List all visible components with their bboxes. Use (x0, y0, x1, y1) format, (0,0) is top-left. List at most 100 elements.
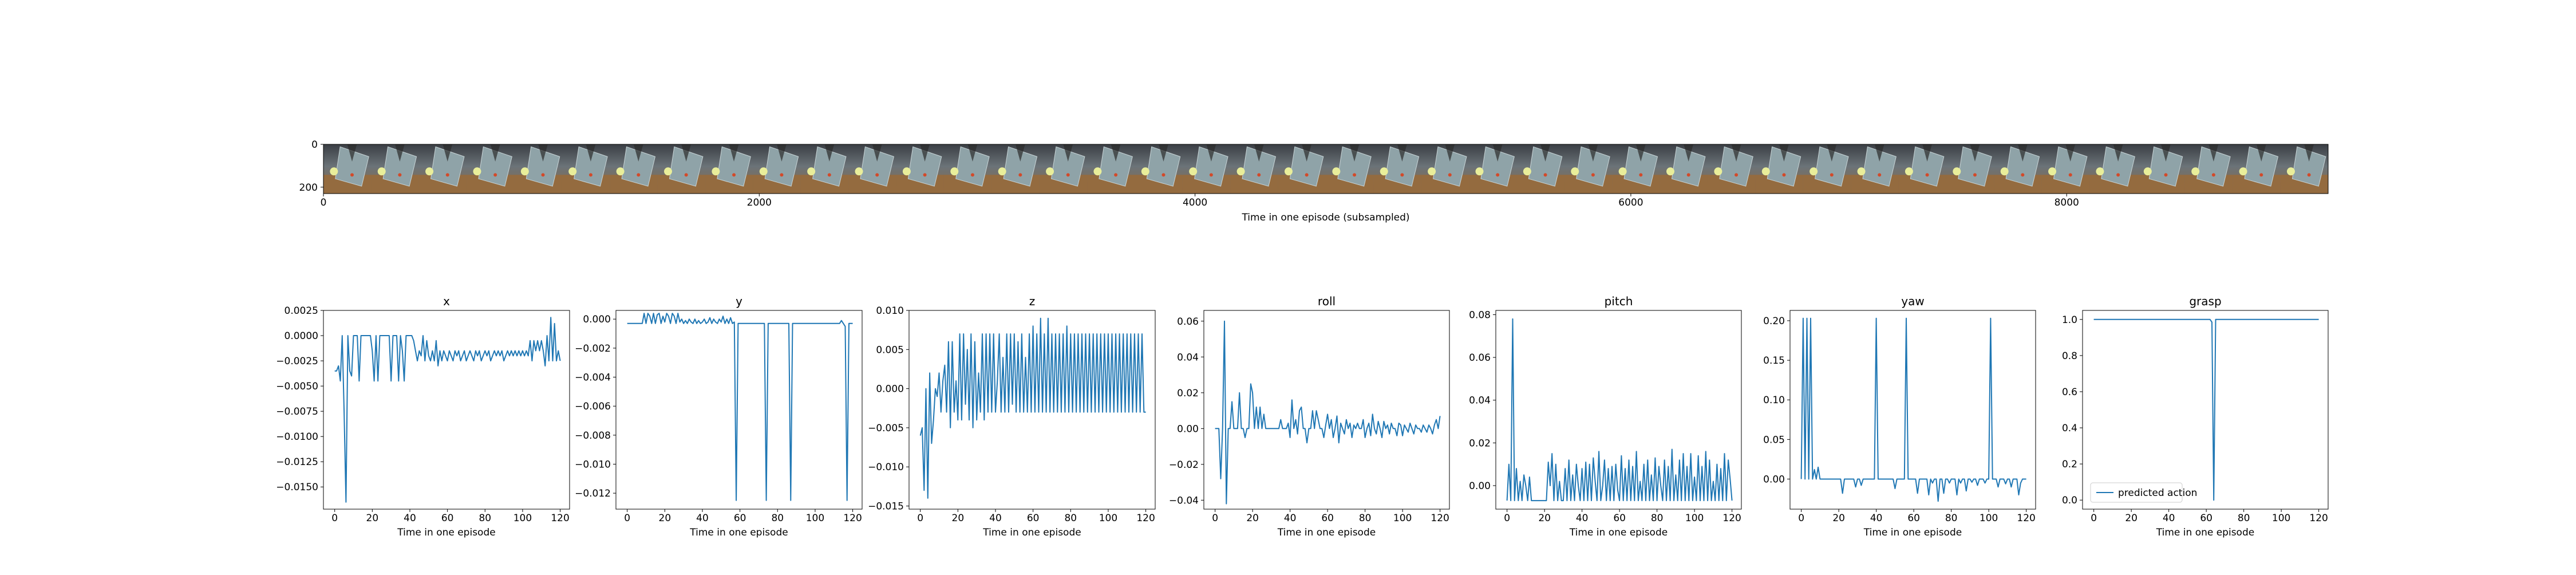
y-tick-label: −0.0050 (276, 381, 318, 392)
x-axis-label: Time in one episode (2156, 527, 2254, 538)
frame-marker (1353, 173, 1357, 177)
strip-x-tick-label: 0 (321, 197, 327, 208)
x-tick-label: 80 (1064, 513, 1077, 524)
y-tick-label: 0.000 (876, 384, 904, 395)
frame-marker (493, 173, 497, 177)
y-tick-label: 0.8 (2062, 350, 2077, 362)
image-frame (1230, 144, 1279, 194)
frame-marker (780, 173, 784, 177)
image-frame (467, 144, 515, 194)
frame-object (2191, 167, 2200, 176)
x-axis-label: Time in one episode (982, 527, 1081, 538)
x-axis-label: Time in one episode (397, 527, 495, 538)
frame-gripper (2018, 144, 2028, 162)
frame-bin (1958, 146, 1992, 187)
y-tick-label: 0.15 (1763, 355, 1785, 367)
image-frame (418, 144, 467, 194)
frame-marker (2021, 173, 2025, 177)
image-frame (514, 144, 563, 194)
image-frame (1182, 144, 1231, 194)
frame-bin (430, 146, 465, 187)
series-line (334, 317, 561, 503)
frame-marker (923, 173, 927, 177)
image-frame (2280, 144, 2329, 194)
frame-marker (588, 173, 592, 177)
x-tick-label: 60 (2200, 513, 2212, 524)
frame-object (807, 167, 816, 176)
strip-x-tick-label: 6000 (1618, 197, 1643, 208)
image-frame (705, 144, 753, 194)
frame-bin (1385, 146, 1420, 187)
plot-area (2082, 310, 2329, 510)
frame-bin (764, 146, 799, 187)
chart-panel-grasp: 0 20 40 60 80 100 120 1.0 0.8 0.6 0.4 0.2 0.0 grasp Ti… (2062, 294, 2329, 538)
frame-marker (1448, 173, 1452, 177)
x-tick-label: 100 (1099, 513, 1117, 524)
frame-gripper (1159, 144, 1168, 162)
y-tick-label: 0.00 (1469, 481, 1491, 492)
x-tick-label: 0 (331, 513, 338, 524)
frame-gripper (681, 144, 692, 162)
strip-x-tick-label: 2000 (747, 197, 772, 208)
chart-panel-roll: 0 20 40 60 80 100 120 0.06 0.04 0.02 0.00 −0.02 −0.0… (1169, 294, 1450, 538)
frame-marker (1543, 173, 1547, 177)
x-tick-label: 80 (1359, 513, 1372, 524)
frame-marker (1973, 173, 1977, 177)
plot-area (615, 310, 863, 510)
frame-gripper (1827, 144, 1837, 162)
plot-area (1789, 310, 2036, 510)
frame-bin (812, 146, 847, 187)
image-frame (562, 144, 610, 194)
frame-marker (2259, 173, 2263, 177)
frame-bin (2291, 146, 2326, 187)
frame-object (2143, 167, 2152, 176)
frame-marker (445, 173, 449, 177)
frame-marker (1114, 173, 1118, 177)
frame-bin (1671, 146, 1706, 187)
frame-bin (1003, 146, 1038, 187)
frame-gripper (1779, 144, 1789, 162)
x-tick-label: 20 (1832, 513, 1845, 524)
frame-gripper (1397, 144, 1407, 162)
frame-gripper (1970, 144, 1980, 162)
x-tick-label: 80 (479, 513, 491, 524)
series-line (627, 313, 853, 501)
image-frame (2233, 144, 2281, 194)
chart-title: grasp (2189, 294, 2221, 308)
x-tick-label: 120 (843, 513, 862, 524)
series-line (919, 317, 1146, 499)
y-tick-label: 0.02 (1469, 438, 1491, 449)
x-tick-label: 40 (1870, 513, 1883, 524)
frame-bin (2196, 146, 2231, 187)
frame-marker (1591, 173, 1595, 177)
frame-marker (684, 173, 688, 177)
frame-gripper (1874, 144, 1884, 162)
frame-gripper (1254, 144, 1264, 162)
frame-bin (1862, 146, 1897, 187)
frame-marker (1782, 173, 1786, 177)
frame-bin (1146, 146, 1181, 187)
strip-y-tick-label: 0 (311, 139, 318, 151)
x-tick-label: 40 (2163, 513, 2175, 524)
legend: predicted action (2090, 482, 2197, 503)
frame-gripper (2256, 144, 2266, 162)
x-tick-label: 60 (1321, 513, 1334, 524)
y-tick-label: −0.0025 (276, 356, 318, 367)
frame-bin (1767, 146, 1801, 187)
frame-marker (1161, 173, 1165, 177)
strip-y-tick-label: 200 (299, 182, 318, 194)
frame-bin (860, 146, 894, 187)
plot-area (1495, 310, 1742, 510)
frame-gripper (967, 144, 978, 162)
frame-object (1905, 167, 1913, 176)
frame-gripper (633, 144, 643, 162)
frame-object (330, 167, 338, 176)
frame-gripper (2113, 144, 2123, 162)
frame-gripper (1206, 144, 1216, 162)
x-tick-label: 0 (1798, 513, 1804, 524)
x-tick-label: 0 (917, 513, 923, 524)
x-tick-label: 20 (1246, 513, 1259, 524)
image-frame (1660, 144, 1708, 194)
x-tick-label: 20 (952, 513, 965, 524)
